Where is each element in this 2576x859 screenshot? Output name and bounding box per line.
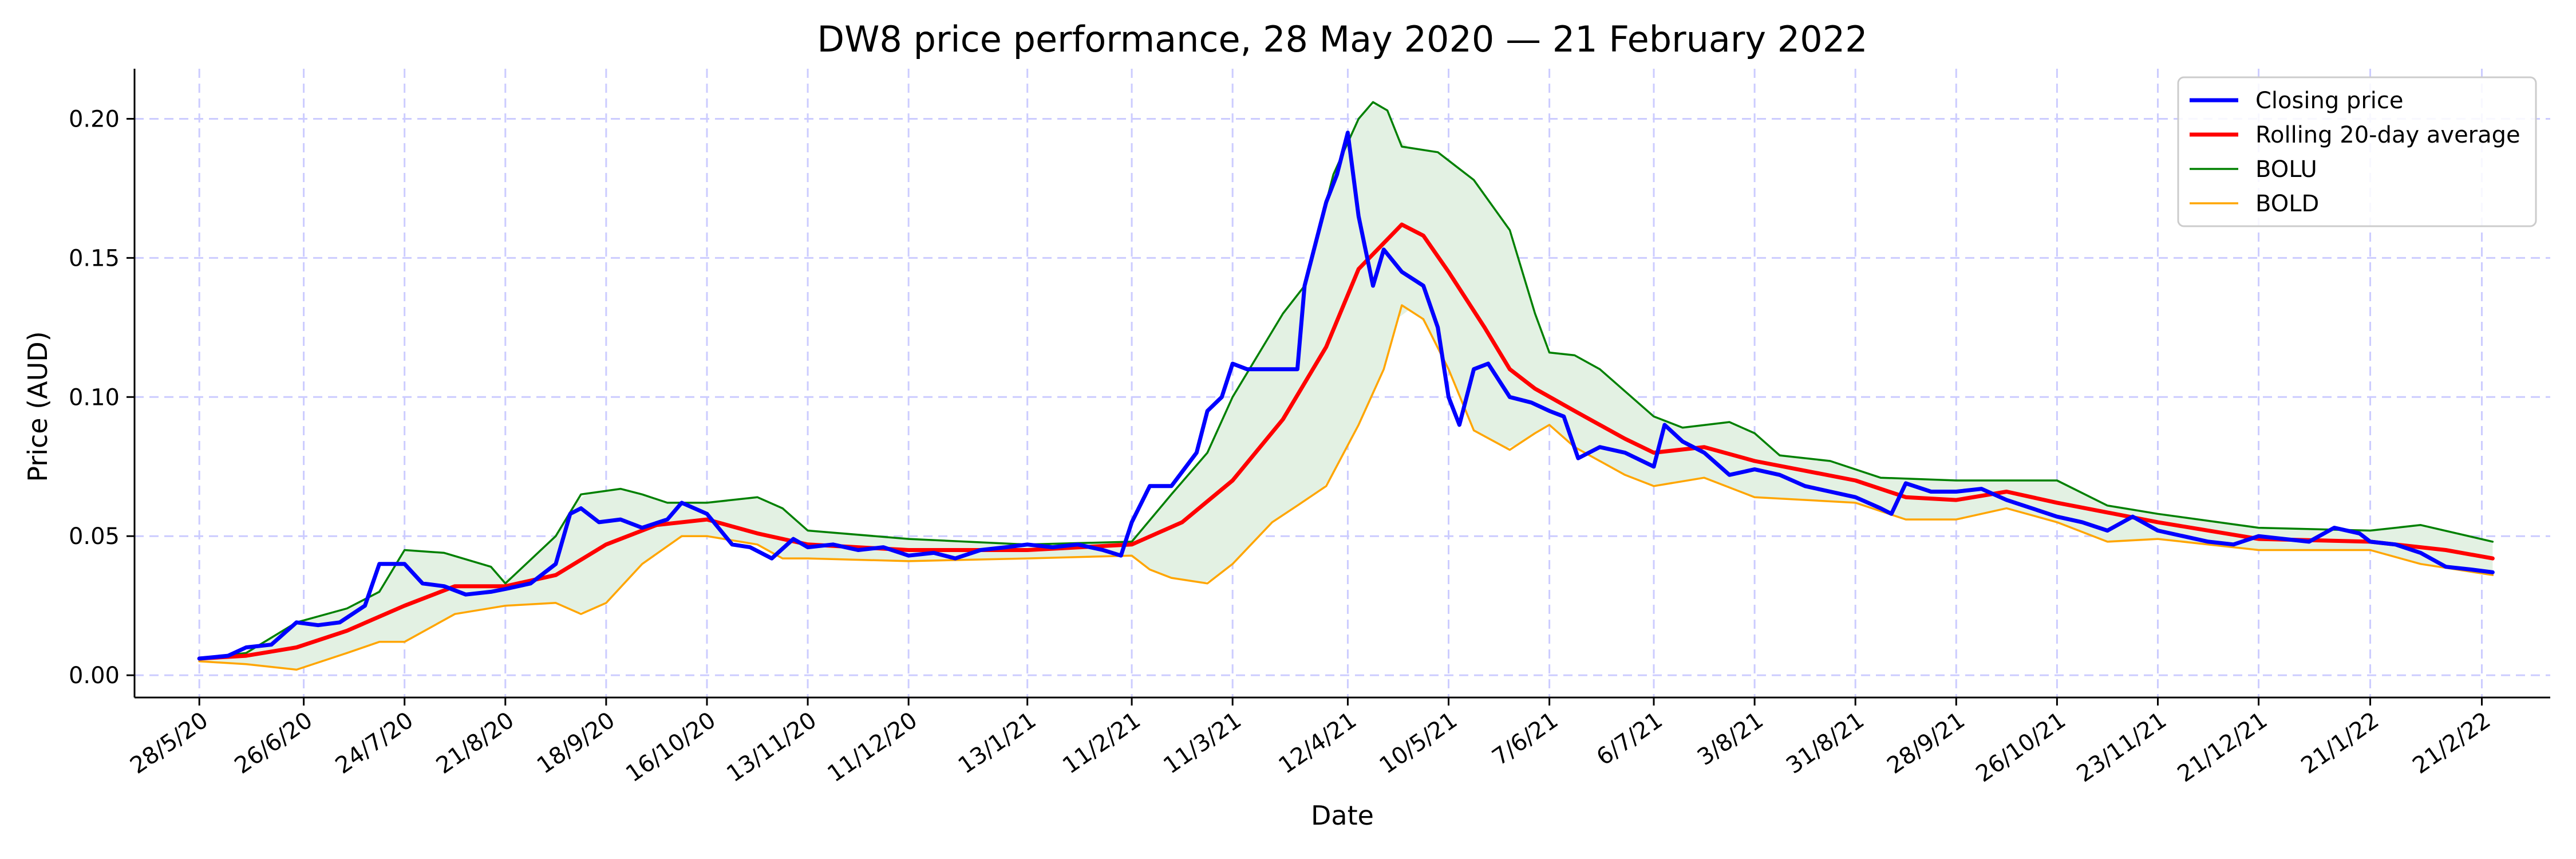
grid-lines [135, 69, 2550, 698]
x-axis-title: Date [1311, 800, 1374, 831]
axes [133, 69, 2550, 699]
legend-box [2177, 76, 2537, 227]
series-line-rolling-20-day-average [197, 222, 2495, 661]
y-tick-label-4: 0.20 [69, 106, 120, 132]
y-axis-title: Price (AUD) [22, 331, 53, 482]
series-lines [197, 101, 2495, 671]
y-tick-label-2: 0.10 [69, 384, 120, 411]
legend-label-1: Rolling 20-day average [2255, 122, 2520, 148]
y-tick-label-0: 0.00 [69, 663, 120, 689]
legend-label-3: BOLD [2255, 191, 2319, 217]
legend: Closing price Rolling 20-day average BOLU B… [2177, 76, 2537, 227]
legend-label-2: BOLU [2255, 156, 2317, 183]
series-line-bold [198, 304, 2494, 671]
legend-label-0: Closing price [2255, 88, 2403, 114]
y-tick-label-1: 0.05 [69, 523, 120, 550]
y-tick-label-3: 0.15 [69, 245, 120, 271]
series-line-closing-price [197, 131, 2495, 661]
bollinger-band-fill [199, 104, 2493, 670]
chart-title: DW8 price performance, 28 May 2020 — 21 … [817, 18, 1867, 60]
